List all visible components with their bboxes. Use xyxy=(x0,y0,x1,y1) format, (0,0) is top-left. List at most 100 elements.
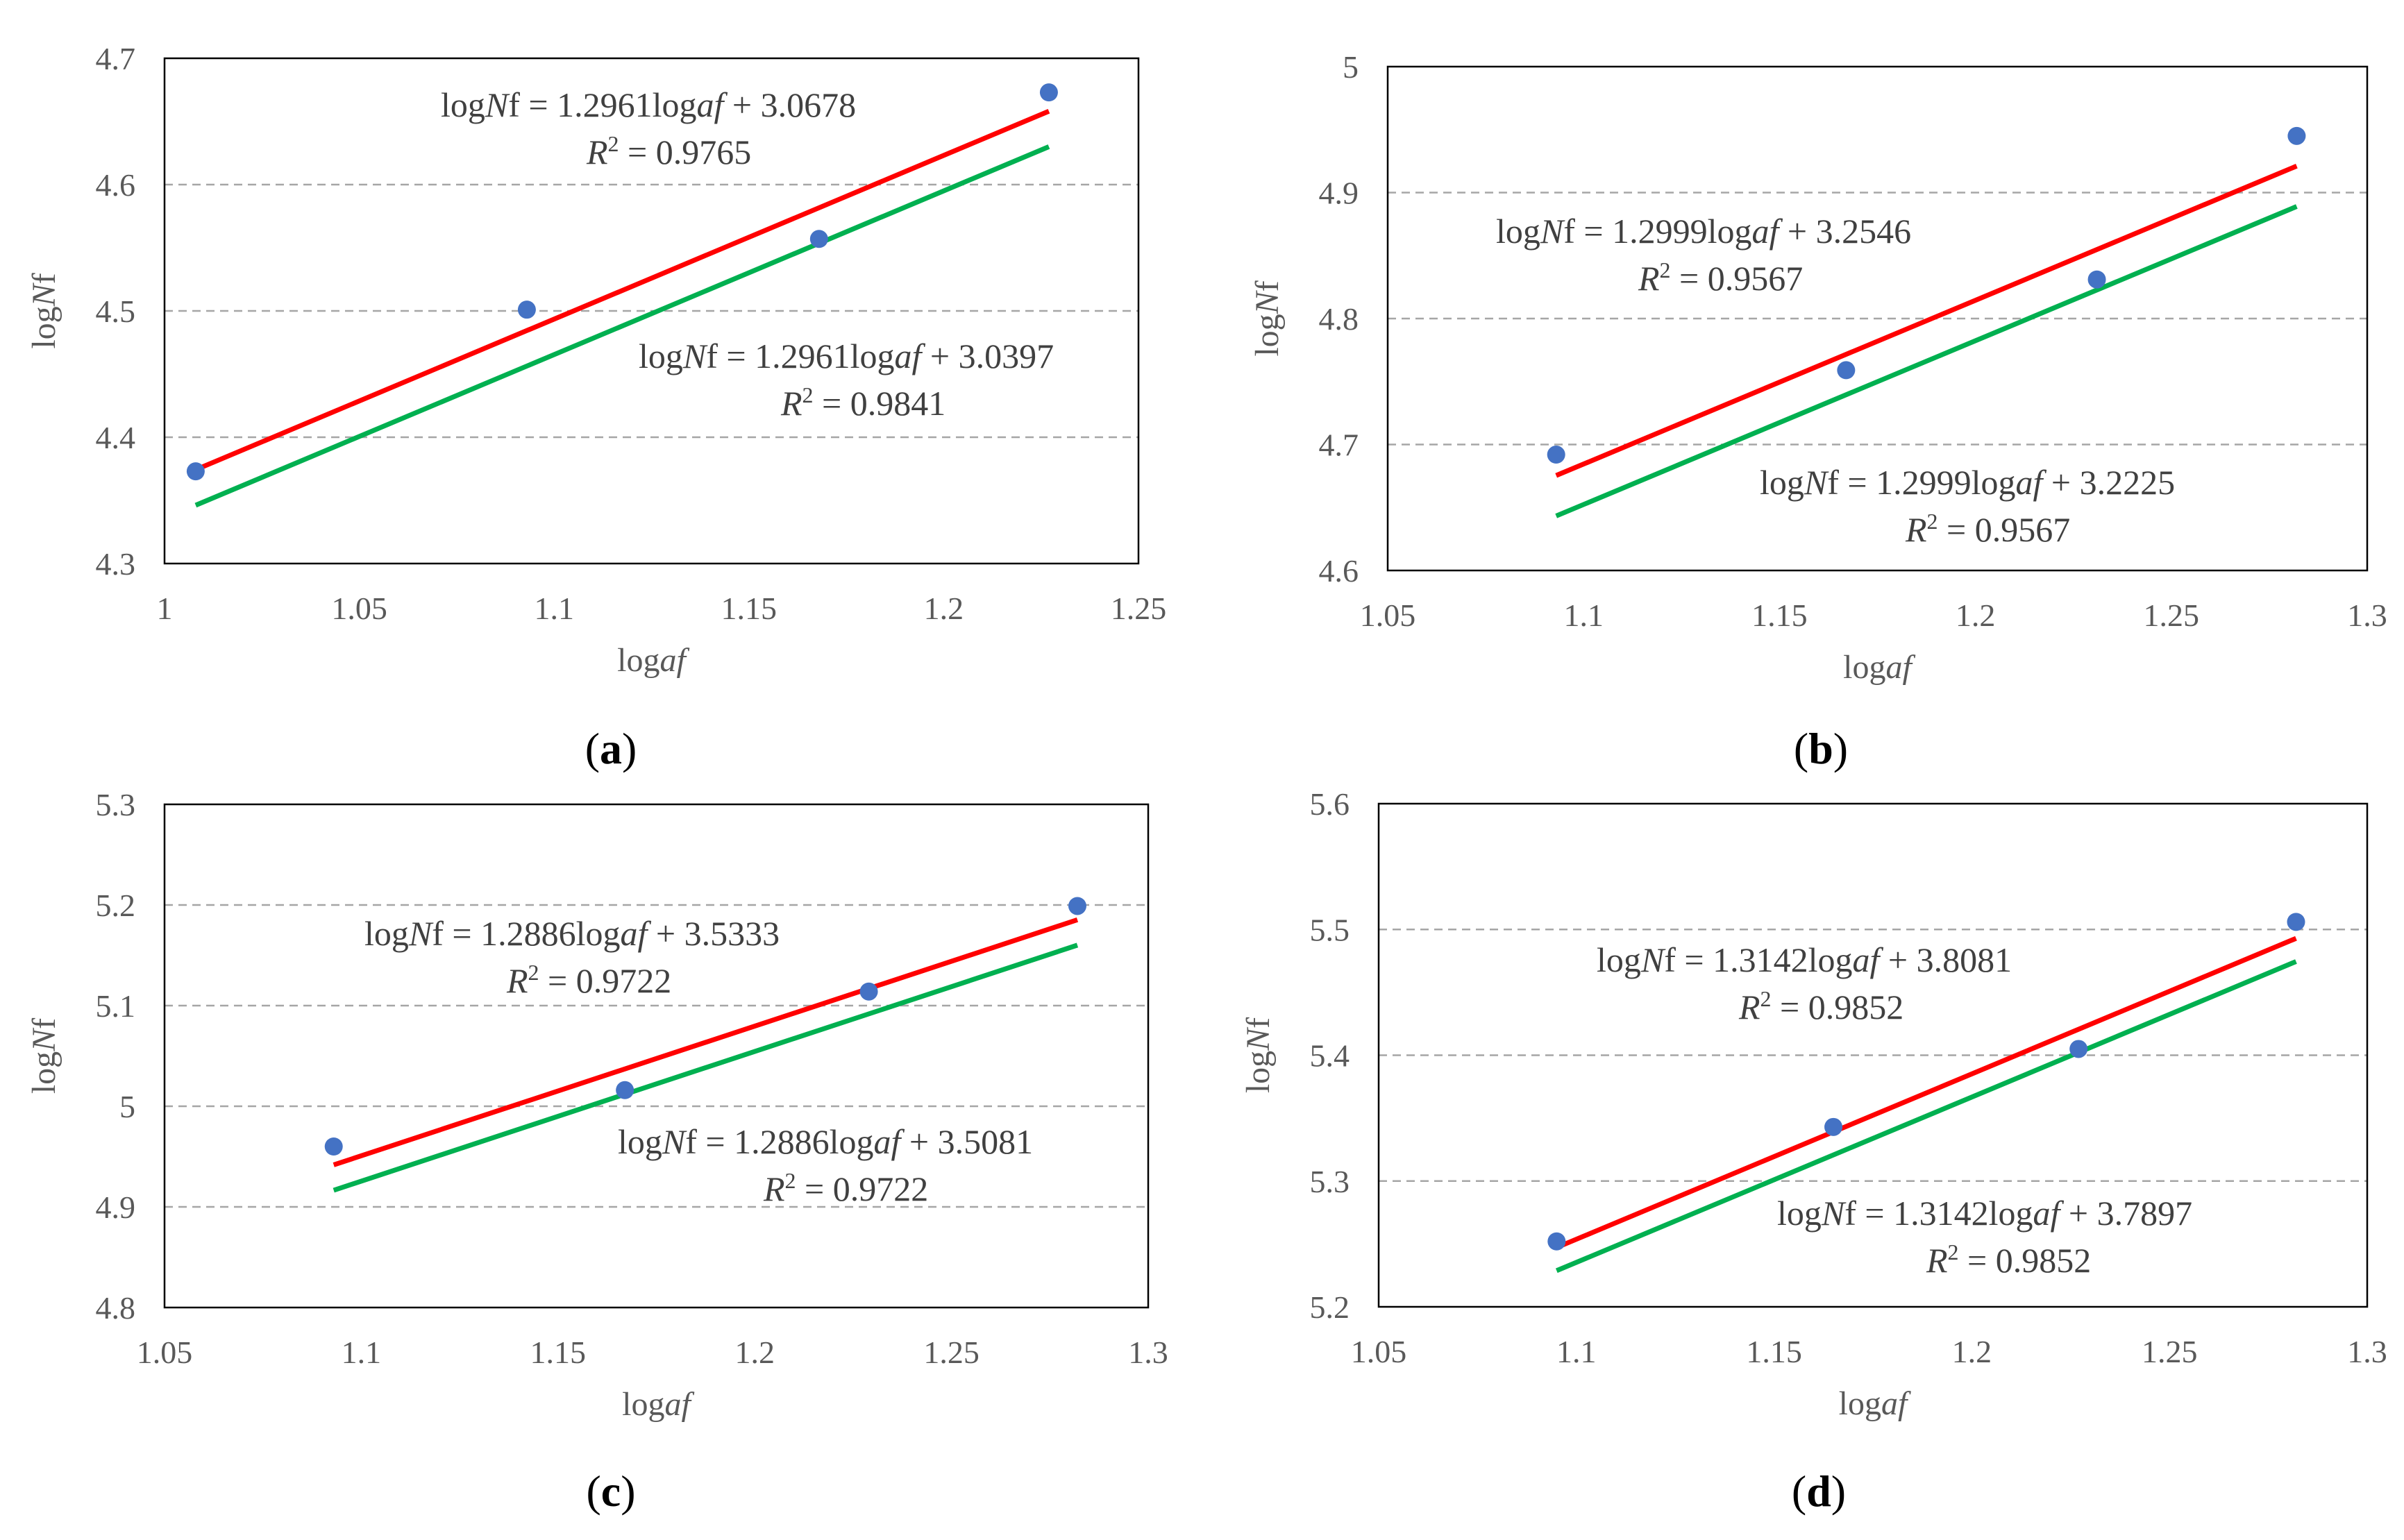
trendline-red xyxy=(1555,164,2298,478)
r2-label-green: R2 = 0.9567 xyxy=(1905,509,2070,549)
y-tick-label: 4.9 xyxy=(96,1190,136,1225)
y-tick-label: 5.2 xyxy=(96,888,136,923)
x-axis-label: logaf xyxy=(622,1386,694,1423)
data-point xyxy=(1039,83,1058,102)
data-point xyxy=(2287,913,2305,931)
x-tick-label: 1.25 xyxy=(1111,591,1167,626)
y-tick-label: 4.7 xyxy=(1319,428,1359,463)
r2-label-red: R2 = 0.9852 xyxy=(1738,986,1903,1026)
data-point xyxy=(1837,361,1856,380)
x-axis-label: logaf xyxy=(1839,1385,1911,1422)
r2-label-green: R2 = 0.9841 xyxy=(780,382,945,423)
x-tick-label: 1.1 xyxy=(1556,1334,1597,1369)
trendline-red xyxy=(333,917,1079,1167)
data-point xyxy=(859,982,878,1001)
data-point xyxy=(2087,270,2106,289)
data-point xyxy=(186,462,205,481)
y-tick-label: 4.9 xyxy=(1319,176,1359,211)
equation-label-red: logNf = 1.2961logaf + 3.0678 xyxy=(441,85,856,124)
panel-caption: (d) xyxy=(1792,1466,1846,1516)
y-tick-label: 4.5 xyxy=(96,294,136,329)
y-tick-label: 5.1 xyxy=(96,988,136,1024)
x-tick-label: 1.05 xyxy=(1351,1334,1407,1369)
x-tick-label: 1.2 xyxy=(1952,1334,1992,1369)
trendline-red xyxy=(1555,936,2297,1250)
y-axis-label: logNf xyxy=(26,273,62,348)
x-tick-label: 1.05 xyxy=(137,1335,193,1370)
y-axis-label: logNf xyxy=(26,1018,62,1094)
x-tick-label: 1.25 xyxy=(2144,598,2200,633)
y-tick-label: 5 xyxy=(1343,49,1359,85)
plot-frame xyxy=(163,803,1150,1309)
y-tick-label: 4.4 xyxy=(96,420,136,455)
equation-label-red: logNf = 1.2999logaf + 3.2546 xyxy=(1496,212,1911,251)
x-tick-label: 1.25 xyxy=(2142,1334,2198,1369)
r2-label-green: R2 = 0.9722 xyxy=(763,1168,928,1208)
y-axis-label: logNf xyxy=(1240,1017,1277,1093)
x-tick-label: 1.1 xyxy=(1563,598,1604,633)
data-point xyxy=(2069,1040,2088,1058)
x-tick-label: 1.15 xyxy=(530,1335,587,1370)
data-point xyxy=(1068,897,1086,915)
y-tick-label: 4.8 xyxy=(96,1290,136,1326)
trendline-red xyxy=(194,109,1050,473)
panel-caption: (c) xyxy=(586,1466,635,1516)
equation-label-red: logNf = 1.2886logaf + 3.5333 xyxy=(364,914,780,953)
equation-label-red: logNf = 1.3142logaf + 3.8081 xyxy=(1597,940,2012,979)
x-tick-label: 1.05 xyxy=(331,591,387,626)
panel-caption: (a) xyxy=(585,724,637,773)
equation-label-green: logNf = 1.2886logaf + 3.5081 xyxy=(618,1122,1033,1161)
y-tick-label: 5.3 xyxy=(1310,1164,1350,1199)
data-point xyxy=(517,301,536,319)
x-tick-label: 1.05 xyxy=(1360,598,1416,633)
y-tick-label: 5.3 xyxy=(96,787,136,822)
chart-panel-c: 4.8 4.9 5 5.1 5.2 5.3 1.05 1.1 1.15 1.2 1.25 1.3 log… xyxy=(26,787,1168,1516)
chart-panel-d: 5.2 5.3 5.4 5.5 5.6 1.05 1.1 1.15 1.2 1.25 1.3 loga… xyxy=(1240,786,2387,1516)
y-tick-label: 4.3 xyxy=(96,546,136,582)
equation-label-green: logNf = 1.2999logaf + 3.2225 xyxy=(1760,463,2175,502)
x-tick-label: 1.2 xyxy=(924,591,964,626)
y-tick-label: 5.6 xyxy=(1310,786,1350,822)
data-point xyxy=(1824,1117,1843,1136)
y-tick-label: 4.7 xyxy=(96,41,136,76)
chart-panel-a: 4.3 4.4 4.5 4.6 4.7 1 1.05 1.1 1.15 1.2 1.25 logaf l… xyxy=(26,41,1166,773)
x-tick-label: 1.2 xyxy=(1956,598,1996,633)
y-tick-label: 4.6 xyxy=(96,167,136,203)
trendline-green xyxy=(333,942,1079,1193)
trendline-green xyxy=(194,144,1050,508)
data-point xyxy=(1547,446,1565,464)
x-tick-label: 1.15 xyxy=(1751,598,1808,633)
x-tick-label: 1.15 xyxy=(1746,1334,1802,1369)
x-tick-label: 1.3 xyxy=(2347,1334,2387,1369)
x-axis-label: logaf xyxy=(1843,649,1915,686)
r2-label-red: R2 = 0.9722 xyxy=(506,960,671,1000)
r2-label-green: R2 = 0.9852 xyxy=(1926,1239,2091,1280)
plot-frame xyxy=(163,57,1140,565)
x-tick-label: 1.3 xyxy=(1128,1335,1168,1370)
trendline-green xyxy=(1555,204,2298,518)
r2-label-red: R2 = 0.9567 xyxy=(1638,257,1803,298)
data-point xyxy=(809,230,828,248)
plot-frame xyxy=(1377,802,2369,1308)
data-point xyxy=(324,1137,343,1156)
x-tick-label: 1.1 xyxy=(534,591,574,626)
y-tick-label: 5 xyxy=(119,1089,135,1124)
x-tick-label: 1.3 xyxy=(2347,598,2387,633)
y-tick-label: 4.6 xyxy=(1319,553,1359,589)
y-tick-label: 5.5 xyxy=(1310,912,1350,947)
data-point xyxy=(616,1081,634,1099)
y-axis-label: logNf xyxy=(1249,280,1286,356)
data-point xyxy=(1547,1232,1566,1251)
r2-label-red: R2 = 0.9765 xyxy=(586,131,751,171)
x-tick-label: 1 xyxy=(157,591,173,626)
panel-caption: (b) xyxy=(1794,724,1848,773)
equation-label-green: logNf = 1.3142logaf + 3.7897 xyxy=(1777,1194,2192,1233)
x-tick-label: 1.1 xyxy=(342,1335,382,1370)
y-tick-label: 5.4 xyxy=(1310,1038,1350,1074)
x-tick-label: 1.2 xyxy=(734,1335,775,1370)
data-point xyxy=(2287,126,2306,145)
y-tick-label: 4.8 xyxy=(1319,301,1359,337)
chart-panel-b: 4.6 4.7 4.8 4.9 5 1.05 1.1 1.15 1.2 1.25 1.3 logaf l… xyxy=(1249,49,2387,773)
y-tick-label: 5.2 xyxy=(1310,1289,1350,1325)
